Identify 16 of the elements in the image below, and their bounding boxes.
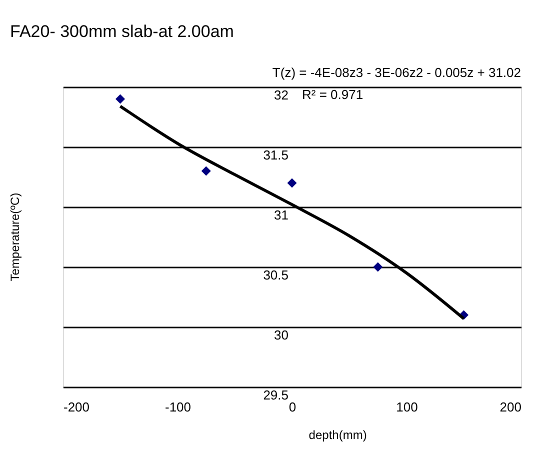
y-axis-title: Temperature(ºC)	[8, 192, 22, 282]
y-tick-label: 32	[274, 88, 288, 102]
y-tick-label: 31	[274, 208, 288, 222]
x-axis-title: depth(mm)	[308, 428, 367, 442]
x-tick-label: 100	[396, 400, 418, 414]
text: T(z) = -4E-08z3 - 3E-06z2 - 0.005z + 31.02	[272, 65, 521, 80]
y-tick-label: 31.5	[263, 148, 288, 162]
x-tick-label: -100	[164, 400, 192, 414]
x-tick-label: -200	[64, 400, 90, 414]
x-tick-label: 200	[500, 400, 522, 414]
annotation: R² = 0.971	[302, 87, 364, 102]
x-tick-label: 0	[288, 400, 296, 414]
y-tick-label: 30	[274, 328, 288, 342]
y-tick-label: 30.5	[263, 268, 288, 282]
chart-title: FA20- 300mm slab-at 2.00am	[10, 22, 234, 41]
y-tick-label: 29.5	[263, 388, 288, 402]
